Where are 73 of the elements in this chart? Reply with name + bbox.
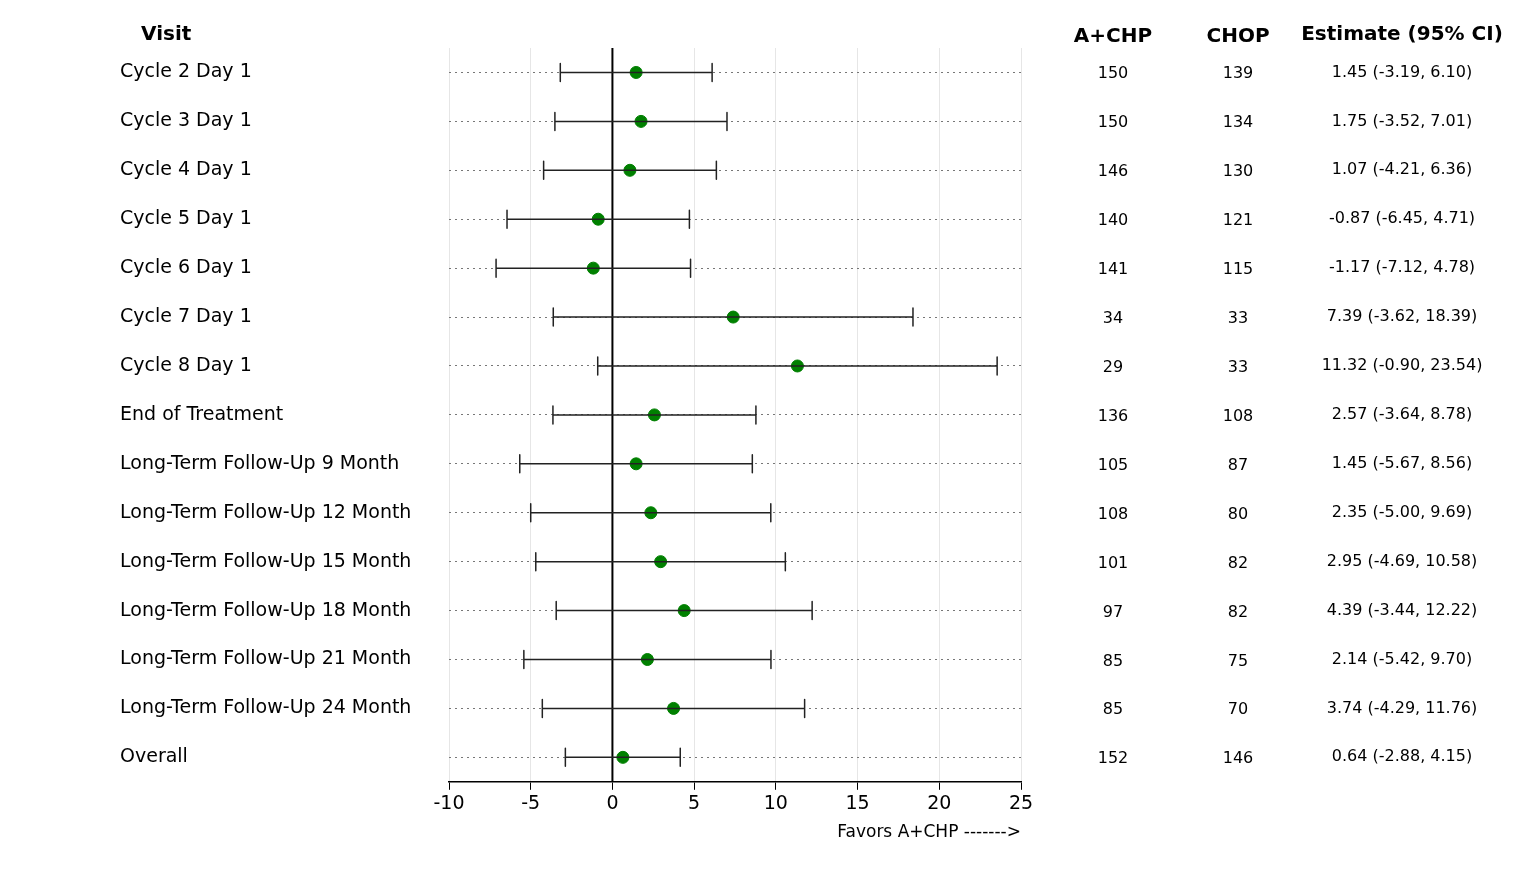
data-label: 1.45 (-3.19, 6.10) xyxy=(1331,61,1473,81)
text: 152 xyxy=(1097,747,1129,767)
y-tick-label: Long-Term Follow-Up 15 Month xyxy=(120,548,412,571)
y-tick-label: Cycle 6 Day 1 xyxy=(120,255,252,278)
data-label: 4.39 (-3.44, 12.22) xyxy=(1326,599,1478,619)
text: 108 xyxy=(1097,503,1129,523)
data-label: 1.45 (-5.67, 8.56) xyxy=(1331,452,1473,472)
text: 134 xyxy=(1222,111,1254,131)
x-tick-label: 20 xyxy=(927,791,952,814)
text: 139 xyxy=(1222,62,1254,82)
data-label: 2.35 (-5.00, 9.69) xyxy=(1331,501,1473,521)
y-tick-label: Long-Term Follow-Up 18 Month xyxy=(120,597,412,620)
text: 97 xyxy=(1102,601,1124,621)
text: 82 xyxy=(1227,601,1249,621)
text: 146 xyxy=(1097,160,1129,180)
text: 150 xyxy=(1097,62,1129,82)
y-tick-label: Overall xyxy=(120,744,188,767)
text: CHOP xyxy=(1206,23,1270,47)
x-tick-label: -10 xyxy=(433,791,465,814)
y-tick-label: Long-Term Follow-Up 21 Month xyxy=(120,646,412,669)
y-tick-label: Long-Term Follow-Up 9 Month xyxy=(120,450,400,473)
text: 34 xyxy=(1102,307,1124,327)
y-tick-label: End of Treatment xyxy=(120,401,284,424)
data-label: -0.87 (-6.45, 4.71) xyxy=(1328,208,1476,228)
text: 130 xyxy=(1222,160,1254,180)
text: 140 xyxy=(1097,209,1129,229)
x-tick-label: 0 xyxy=(606,791,619,814)
text: 146 xyxy=(1222,747,1254,767)
y-tick-label: Cycle 7 Day 1 xyxy=(120,304,252,326)
data-label: 7.39 (-3.62, 18.39) xyxy=(1326,306,1478,326)
text: 108 xyxy=(1222,405,1254,425)
text: 33 xyxy=(1227,307,1249,327)
data-label: 2.14 (-5.42, 9.70) xyxy=(1331,648,1473,668)
text: 85 xyxy=(1102,698,1124,718)
text: 87 xyxy=(1227,454,1249,474)
data-label: 0.64 (-2.88, 4.15) xyxy=(1331,746,1473,766)
data-label: 2.57 (-3.64, 8.78) xyxy=(1331,404,1473,424)
data-label: 2.95 (-4.69, 10.58) xyxy=(1326,550,1478,570)
text: 33 xyxy=(1227,356,1249,376)
x-tick-label: 5 xyxy=(688,791,701,814)
data-label: 1.07 (-4.21, 6.36) xyxy=(1331,159,1473,179)
text: 150 xyxy=(1097,111,1129,131)
text: 75 xyxy=(1227,650,1249,669)
text: 141 xyxy=(1097,258,1129,278)
text: 136 xyxy=(1097,405,1129,425)
text: 70 xyxy=(1227,698,1249,718)
text: 80 xyxy=(1227,503,1249,523)
y-tick-label: Cycle 4 Day 1 xyxy=(120,157,252,180)
text: 121 xyxy=(1222,209,1254,229)
data-label: 11.32 (-0.90, 23.54) xyxy=(1321,355,1483,375)
y-tick-label: Cycle 5 Day 1 xyxy=(120,206,252,229)
x-tick-label: -5 xyxy=(521,791,541,814)
data-label: -1.17 (-7.12, 4.78) xyxy=(1328,257,1476,277)
data-label: 3.74 (-4.29, 11.76) xyxy=(1326,697,1478,717)
x-tick-label: 15 xyxy=(845,791,870,814)
text: 115 xyxy=(1222,258,1254,278)
text: 82 xyxy=(1227,552,1249,572)
y-tick-label: Cycle 3 Day 1 xyxy=(120,108,252,131)
data-label: 1.75 (-3.52, 7.01) xyxy=(1331,110,1473,130)
text: A+CHP xyxy=(1073,23,1153,47)
y-tick-label: Cycle 8 Day 1 xyxy=(120,352,252,375)
text: 101 xyxy=(1097,552,1129,572)
y-axis-title: Visit xyxy=(141,21,192,46)
text: 105 xyxy=(1097,454,1129,474)
text: Estimate (95% CI) xyxy=(1301,21,1503,46)
y-tick-label: Long-Term Follow-Up 24 Month xyxy=(120,695,412,718)
text: 85 xyxy=(1102,650,1124,669)
x-tick-label: 25 xyxy=(1008,791,1034,814)
text: 29 xyxy=(1102,356,1124,376)
x-tick-label: 10 xyxy=(763,791,788,814)
x-axis-title: Favors A+CHP -------> xyxy=(837,821,1021,842)
y-tick-label: Cycle 2 Day 1 xyxy=(120,59,252,82)
y-tick-label: Long-Term Follow-Up 12 Month xyxy=(120,499,412,522)
